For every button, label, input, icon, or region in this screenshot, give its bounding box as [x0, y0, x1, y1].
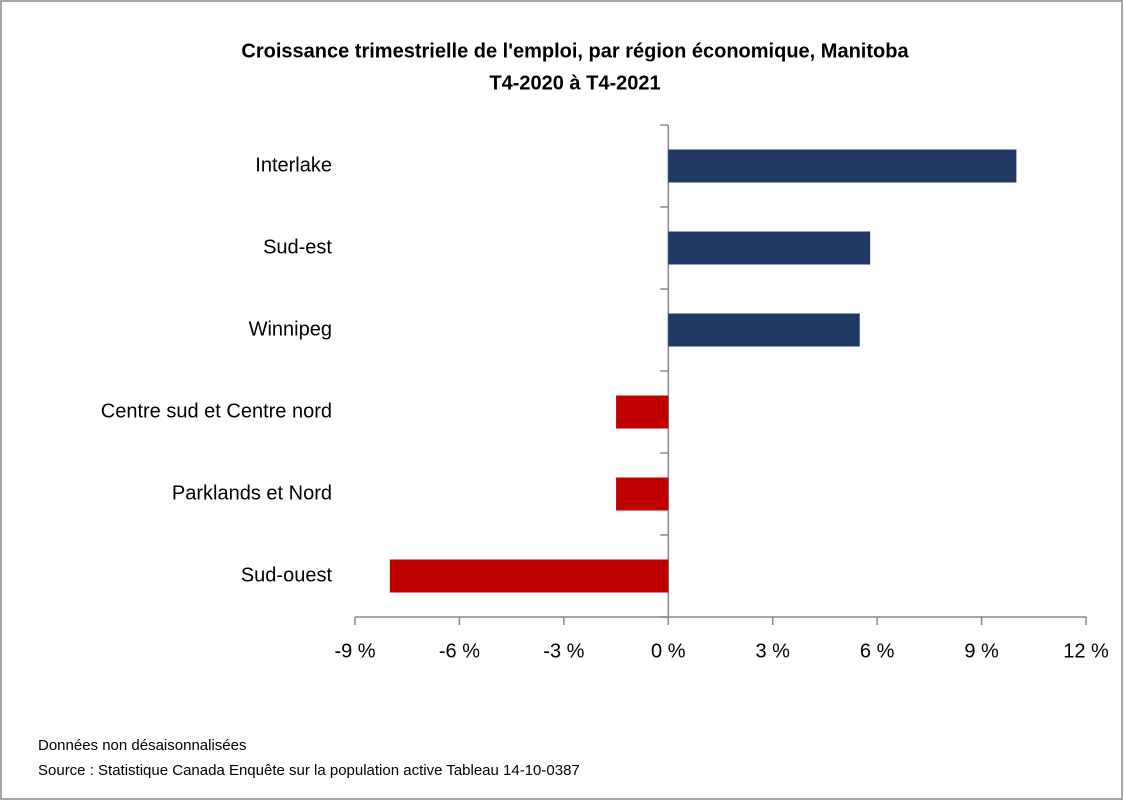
y-tick-label: Winnipeg [249, 318, 332, 340]
y-tick-label: Sud-ouest [241, 564, 333, 586]
y-tick-label: Sud-est [263, 236, 332, 258]
source-note: Source : Statistique Canada Enquête sur … [38, 762, 580, 779]
y-tick-label: Centre sud et Centre nord [101, 400, 332, 422]
y-tick-label: Interlake [255, 154, 332, 176]
x-tick-label: -9 % [334, 640, 375, 662]
bar [668, 149, 1017, 183]
x-tick-label: 12 % [1063, 640, 1109, 662]
x-tick-label: -6 % [439, 640, 480, 662]
x-tick-label: 3 % [755, 640, 790, 662]
footnote: Données non désaisonnalisées [38, 737, 246, 754]
bar [616, 395, 669, 429]
x-tick-label: 9 % [964, 640, 999, 662]
chart-title: Croissance trimestrielle de l'emploi, pa… [241, 40, 909, 62]
x-tick-label: -3 % [543, 640, 584, 662]
x-tick-label: 0 % [651, 640, 686, 662]
y-tick-label: Parklands et Nord [172, 482, 332, 504]
bar [668, 231, 871, 265]
x-tick-label: 6 % [860, 640, 895, 662]
chart-subtitle: T4-2020 à T4-2021 [489, 72, 660, 94]
bar [389, 559, 669, 593]
bar [668, 313, 860, 347]
bar [616, 477, 669, 511]
